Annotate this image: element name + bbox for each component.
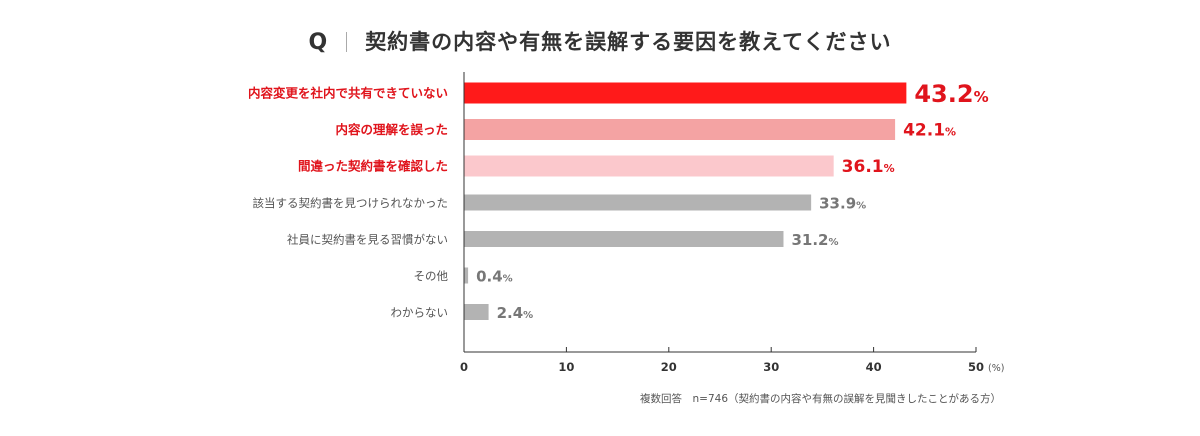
bar-4 (464, 194, 812, 211)
category-label-1: 内容変更を社内で共有できていない (248, 86, 448, 101)
category-label-3: 間違った契約書を確認した (298, 159, 448, 174)
bar-2 (464, 119, 896, 140)
category-label-6: その他 (414, 269, 449, 283)
value-label-2: 42.1% (903, 121, 956, 141)
category-label-5: 社員に契約書を見る習慣がない (287, 233, 448, 247)
category-label-4: 該当する契約書を見つけられなかった (253, 196, 449, 210)
bar-6 (464, 267, 469, 284)
x-tick-label-40: 40 (866, 360, 882, 374)
x-tick-label-20: 20 (661, 360, 677, 374)
bar-7 (464, 304, 489, 320)
bar-5 (464, 231, 784, 247)
value-label-5: 31.2% (791, 231, 838, 249)
question-text: 契約書の内容や有無を誤解する要因を教えてください (365, 30, 892, 54)
x-axis-unit-label: (%) (988, 363, 1004, 374)
x-tick-label-30: 30 (763, 360, 779, 374)
value-label-4: 33.9% (819, 195, 866, 213)
question-marker: Q (308, 30, 329, 55)
value-label-7: 2.4% (497, 304, 534, 322)
footnote: 複数回答 n=746（契約書の内容や有無の誤解を見聞きしたことがある方） (640, 393, 1001, 405)
chart-title: Q 契約書の内容や有無を誤解する要因を教えてください (0, 26, 1200, 56)
x-tick-label-10: 10 (558, 360, 574, 374)
value-label-3: 36.1% (842, 157, 895, 177)
category-label-7: わからない (391, 306, 449, 320)
value-label-6: 0.4% (476, 268, 513, 286)
bar-1 (464, 82, 907, 104)
bar-3 (464, 155, 834, 177)
x-tick-label-50: 50 (968, 360, 984, 374)
value-label-1: 43.2% (914, 80, 988, 108)
title-separator (346, 32, 348, 52)
category-label-2: 内容の理解を誤った (335, 122, 448, 137)
x-tick-label-0: 0 (460, 360, 468, 374)
